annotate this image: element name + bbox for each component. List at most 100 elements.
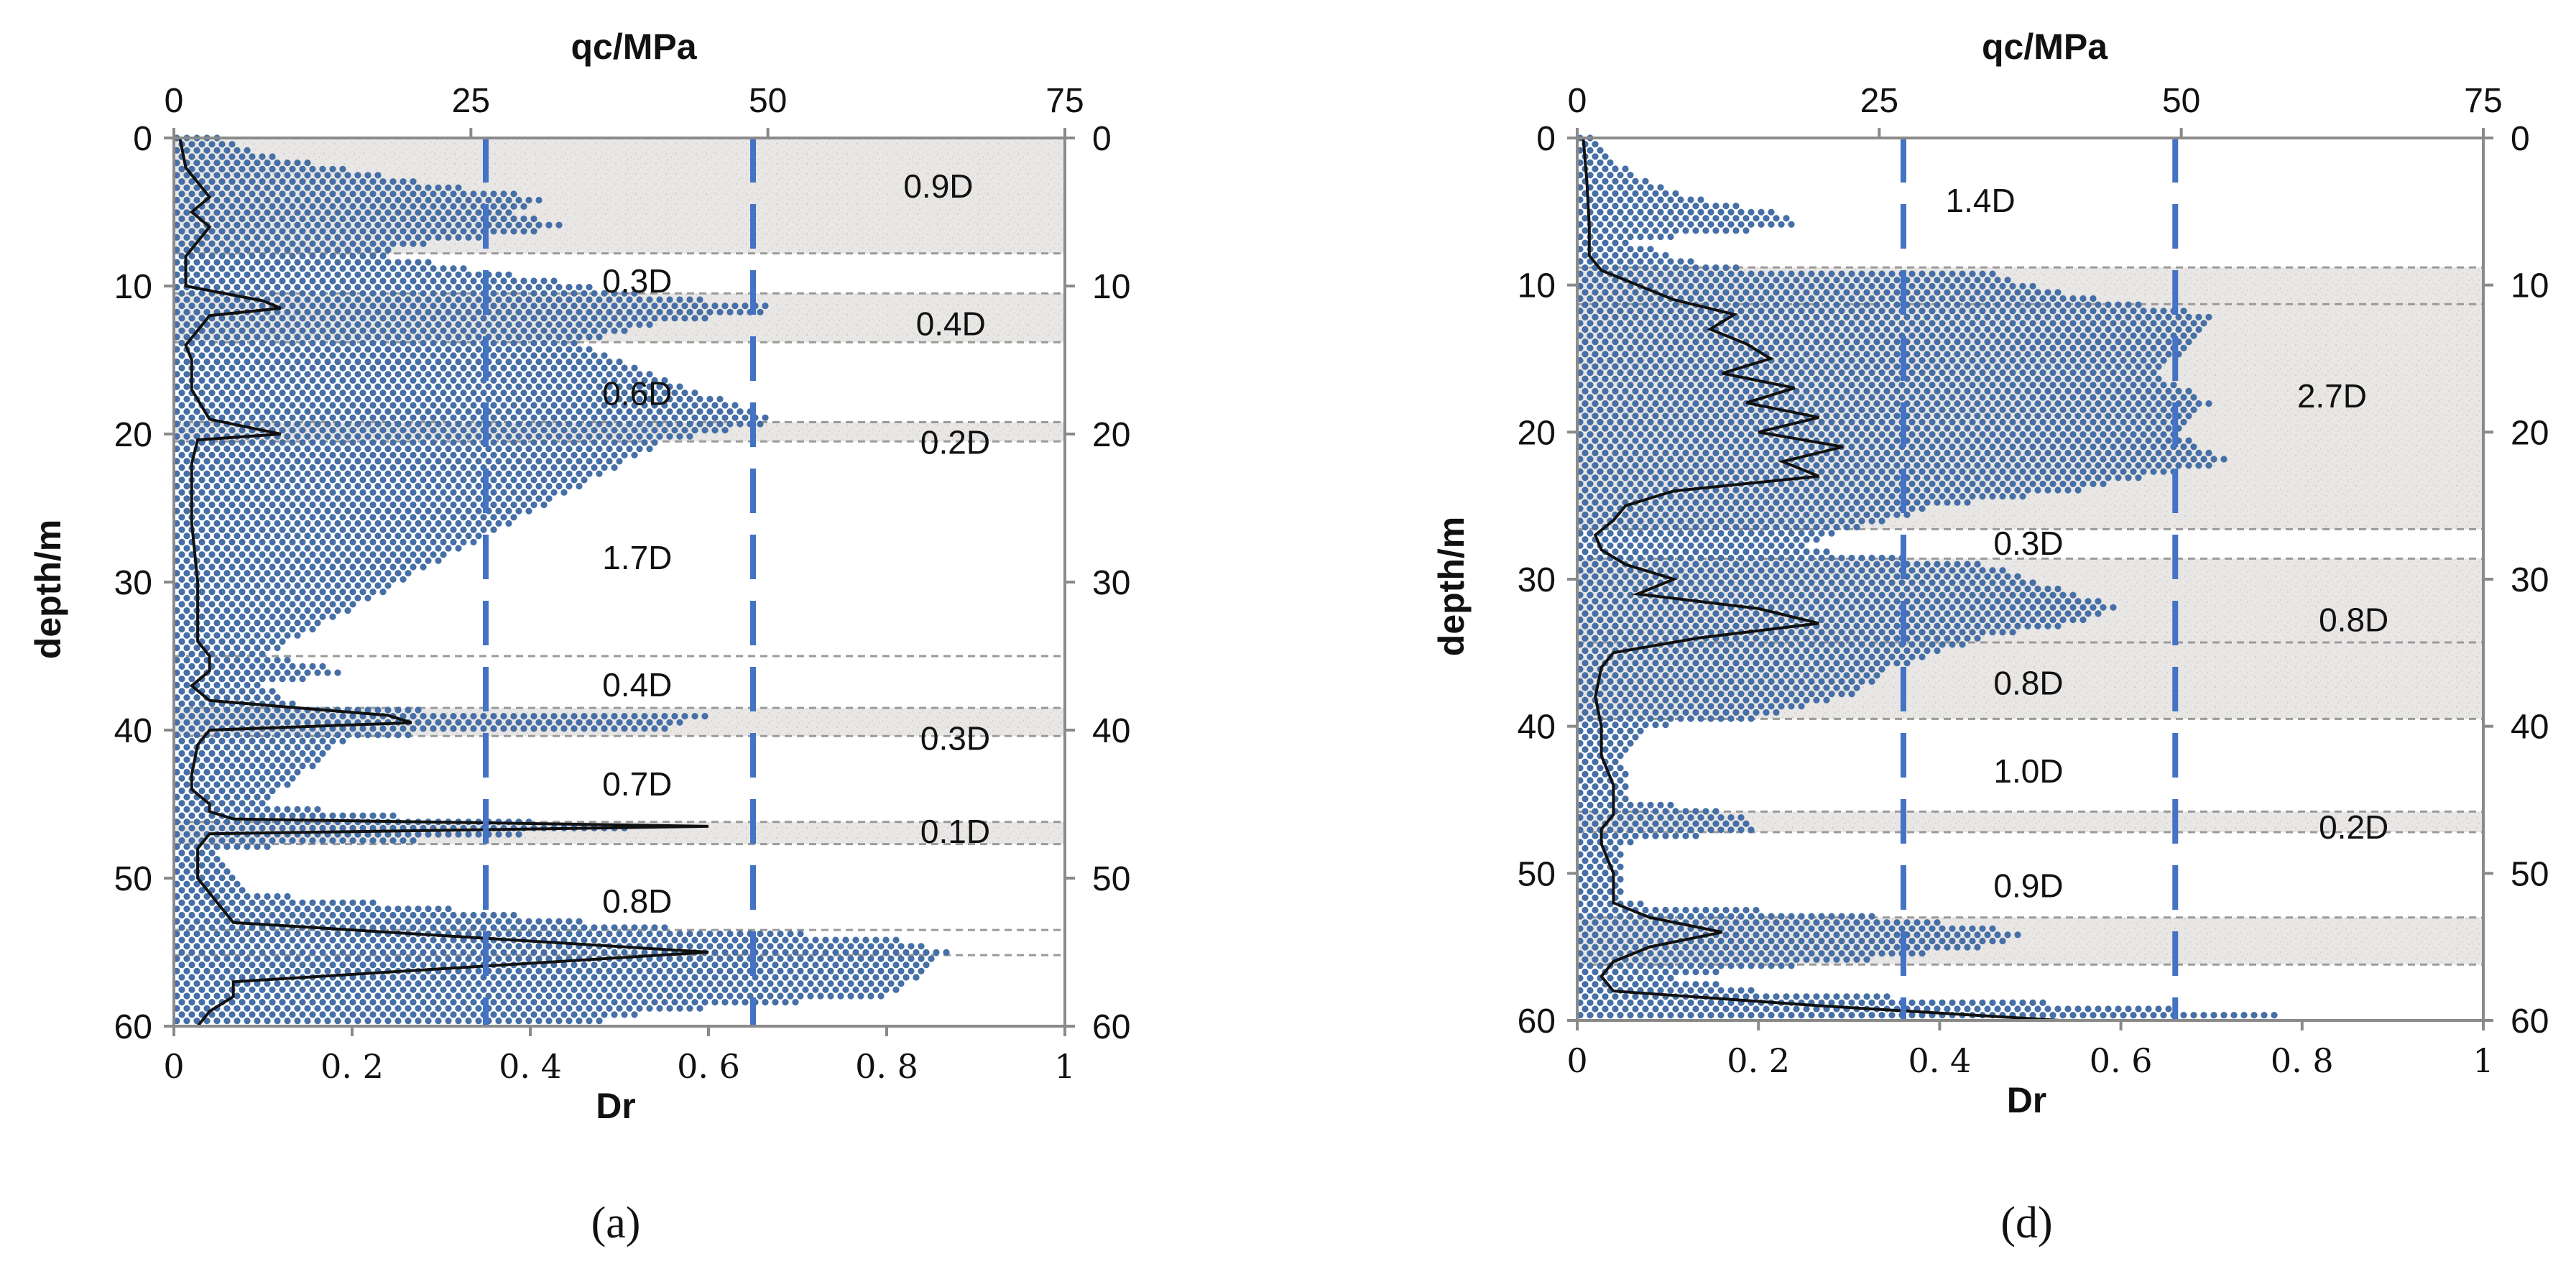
dr-point <box>264 321 271 328</box>
dr-point <box>183 383 190 390</box>
dr-point <box>314 570 321 577</box>
dr-point <box>264 520 271 527</box>
dr-point <box>631 986 638 993</box>
dr-point <box>410 178 417 185</box>
dr-point <box>410 949 417 956</box>
dr-point <box>611 725 618 732</box>
dr-point <box>681 427 688 434</box>
dr-point <box>239 339 246 347</box>
dr-point <box>299 589 306 596</box>
dr-point <box>304 420 311 428</box>
dr-point <box>792 949 799 956</box>
dr-point <box>244 482 251 490</box>
dr-point <box>208 339 216 347</box>
dr-point <box>344 209 351 216</box>
dr-point <box>349 402 356 409</box>
dr-point <box>329 936 336 944</box>
dr-point <box>339 252 346 259</box>
dr-point <box>480 315 487 322</box>
dr-point <box>384 980 392 987</box>
dr-point <box>425 831 432 838</box>
dr-point <box>198 377 206 384</box>
dr-point <box>264 781 271 788</box>
dr-point <box>354 420 361 428</box>
dr-point <box>228 501 236 509</box>
dr-point <box>490 339 497 347</box>
dr-point <box>289 389 296 397</box>
dr-point <box>239 999 246 1006</box>
dr-point <box>249 464 256 471</box>
y-tick-label-right: 10 <box>1092 268 1130 306</box>
dr-point <box>445 284 452 291</box>
dr-point <box>223 160 231 167</box>
dr-point <box>455 470 462 477</box>
dr-point <box>470 215 477 223</box>
dr-point <box>767 980 774 987</box>
dr-point <box>339 203 346 210</box>
dr-point <box>198 252 206 259</box>
dr-point <box>1617 172 1624 179</box>
dr-point <box>550 277 558 285</box>
dr-point <box>299 737 306 744</box>
dr-point <box>415 420 422 428</box>
dr-point <box>218 339 226 347</box>
dr-point <box>465 408 472 415</box>
dr-point <box>344 271 351 278</box>
dr-point <box>334 395 341 403</box>
dr-point <box>329 377 336 384</box>
dr-point <box>762 936 769 944</box>
depth-axis-title: depth/m <box>28 520 68 659</box>
dr-point <box>379 464 387 471</box>
dr-point <box>178 775 185 782</box>
dr-point <box>324 196 331 204</box>
dr-point <box>686 296 693 303</box>
dr-point <box>480 725 487 732</box>
dr-point <box>284 221 291 229</box>
dr-point <box>671 974 678 981</box>
dr-point <box>394 196 402 204</box>
dr-point <box>817 955 824 962</box>
dr-point <box>329 501 336 509</box>
dr-point <box>425 284 432 291</box>
dr-point <box>279 364 286 372</box>
dr-point <box>576 346 583 353</box>
dr-point <box>188 875 195 882</box>
dr-point <box>319 303 326 310</box>
dr-point <box>475 383 482 390</box>
dr-point <box>178 875 185 882</box>
dr-point <box>198 924 206 931</box>
dr-point <box>349 962 356 969</box>
dr-point <box>254 520 261 527</box>
dr-point <box>314 719 321 726</box>
dr-point <box>490 725 497 732</box>
dr-point <box>339 489 346 496</box>
dr-point <box>601 377 608 384</box>
dr-point <box>425 209 432 216</box>
dr-point <box>495 209 502 216</box>
dr-point <box>545 719 553 726</box>
dr-point <box>490 303 497 310</box>
dr-point <box>234 1018 241 1025</box>
dr-point <box>405 482 412 490</box>
dr-point <box>902 962 910 969</box>
dr-point <box>505 408 512 415</box>
dr-point <box>586 346 593 353</box>
dr-point <box>400 837 407 844</box>
dr-point <box>636 408 643 415</box>
dr-point <box>188 613 195 620</box>
dr-point <box>394 446 402 453</box>
dr-point <box>389 364 397 372</box>
dr-point <box>289 911 296 919</box>
dr-point <box>203 980 211 987</box>
dr-point <box>339 563 346 571</box>
dr-point <box>374 408 382 415</box>
dr-point <box>203 507 211 515</box>
dr-point <box>213 160 221 167</box>
dr-point <box>334 557 341 564</box>
dr-point <box>314 221 321 229</box>
dr-point <box>460 713 467 720</box>
dr-point <box>364 532 371 540</box>
dr-point <box>178 986 185 993</box>
dr-point <box>394 905 402 913</box>
dr-point <box>545 967 553 974</box>
